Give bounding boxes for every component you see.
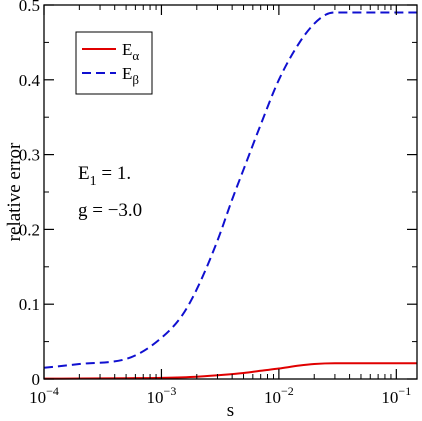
legend-label: Eα	[122, 40, 139, 63]
annotation-text: g = −3.0	[78, 200, 142, 221]
annotations: E1 = 1. g = −3.0	[78, 163, 142, 221]
x-tick-label: 10−3	[147, 384, 177, 407]
x-tick-label: 10−4	[29, 384, 59, 407]
y-tick-label: 0.1	[19, 295, 40, 314]
annotation-text: E1 = 1.	[78, 163, 131, 189]
y-axis-title: relative error	[4, 142, 25, 241]
ticks-layer	[43, 4, 417, 380]
x-axis-title: s	[227, 400, 234, 421]
y-tick-label: 0	[32, 370, 41, 389]
series-line-e-alpha	[43, 362, 417, 380]
x-tick-label: 10−2	[264, 384, 294, 407]
legend-label: Eβ	[122, 64, 139, 87]
y-tick-label: 0.2	[19, 220, 40, 239]
legend-box	[75, 31, 153, 95]
x-tick-label: 10−1	[381, 384, 411, 407]
tick-labels: 0 0.1 0.2 0.3 0.4 0.5 10−4 10−3 10−2 10−1	[19, 0, 411, 407]
series-line-e-beta	[43, 11, 417, 369]
y-tick-label: 0.5	[19, 0, 40, 15]
y-tick-label: 0.4	[19, 71, 41, 90]
series-layer	[43, 11, 417, 380]
y-tick-label: 0.3	[19, 146, 40, 165]
